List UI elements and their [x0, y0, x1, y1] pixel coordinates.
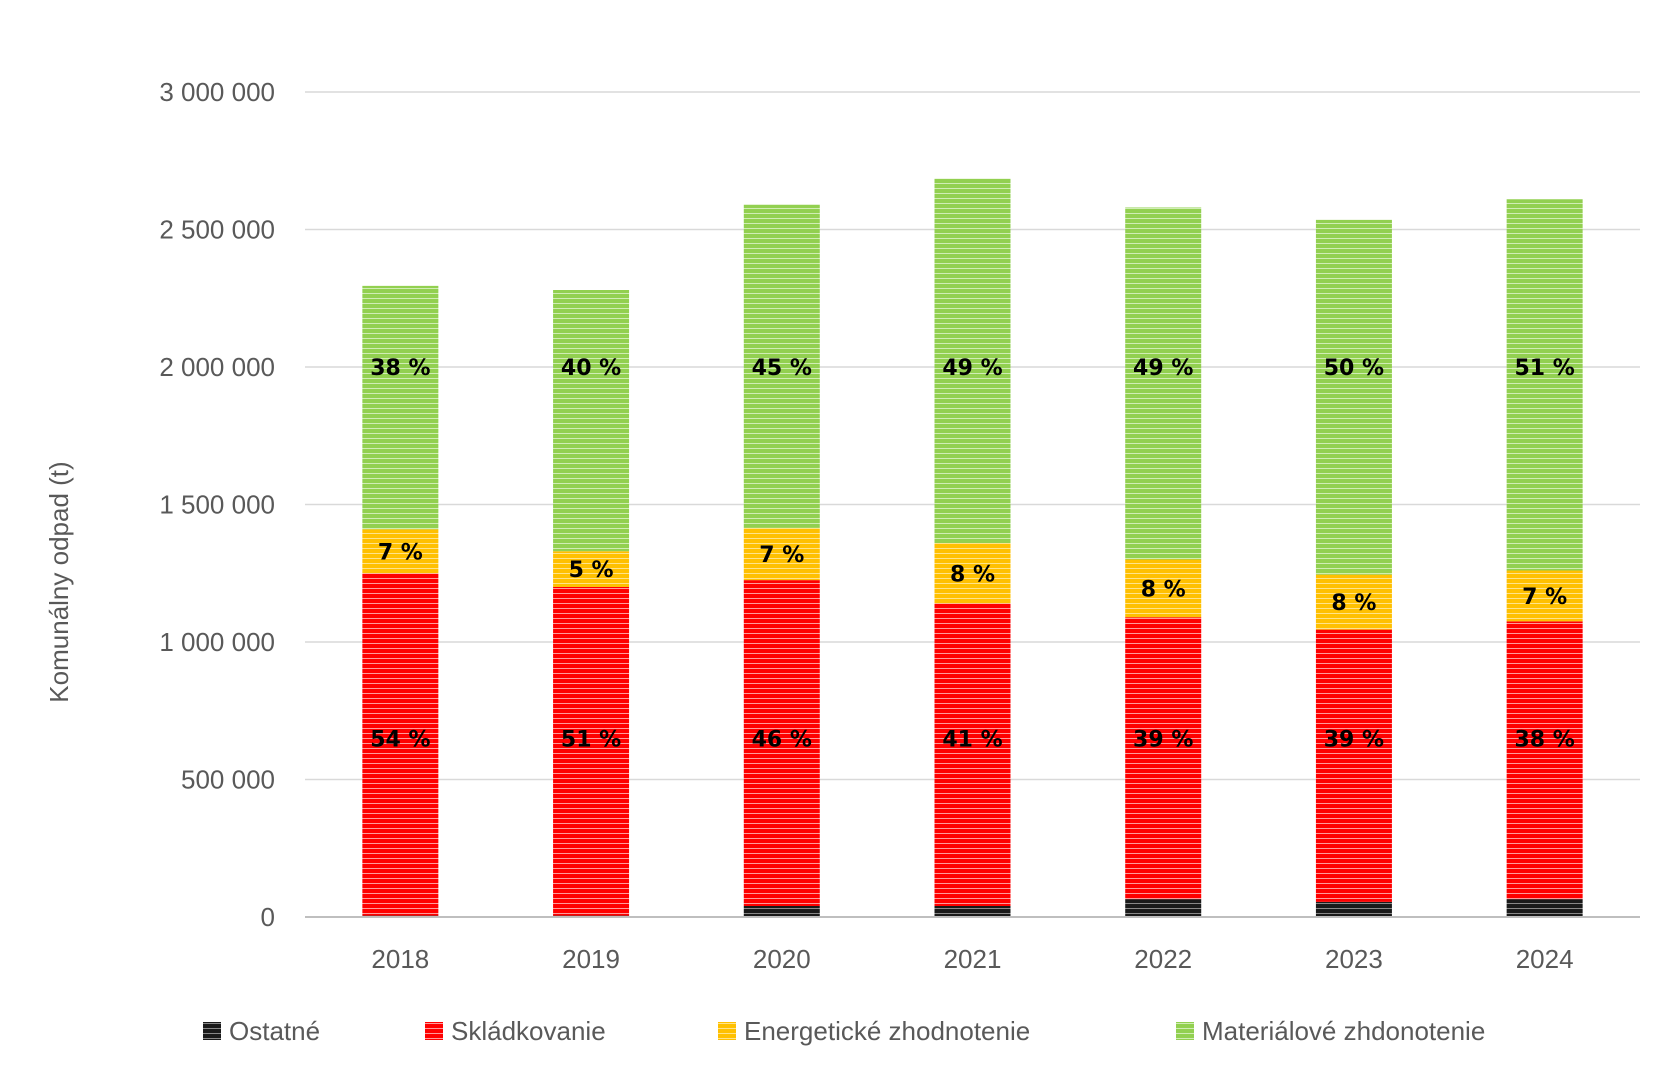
legend-label: Materiálové zhdonotenie	[1202, 1016, 1485, 1046]
data-label: 45 %	[752, 356, 812, 381]
data-label: 38 %	[370, 356, 430, 381]
legend: Ostatné Skládkovanie Energetické zhodnoten…	[203, 1016, 1485, 1046]
x-axis: 2018 2019 2020 2021 2022 2023 2024	[305, 916, 1640, 974]
bar-segment	[743, 204, 820, 528]
bar-segment	[362, 573, 439, 916]
y-tick-label: 2 000 000	[159, 352, 275, 382]
bar-segment	[934, 178, 1011, 543]
bar-segment	[1506, 570, 1583, 622]
bar-segment	[362, 285, 439, 530]
bar-segment	[1315, 574, 1392, 630]
x-tick-label: 2018	[371, 944, 429, 974]
bar-segment	[743, 527, 820, 581]
bar-segment	[1125, 899, 1202, 917]
bar-segment	[1506, 899, 1583, 917]
y-tick-label: 2 500 000	[159, 215, 275, 245]
bar-segment	[553, 290, 630, 552]
data-label: 7 %	[378, 540, 423, 565]
bar-segment	[934, 906, 1011, 917]
x-tick-label: 2022	[1134, 944, 1192, 974]
y-tick-label: 1 000 000	[159, 627, 275, 657]
bar-segment	[1125, 559, 1202, 618]
bar-segment	[1125, 617, 1202, 900]
legend-label: Ostatné	[229, 1016, 320, 1046]
data-label: 40 %	[561, 356, 621, 381]
y-tick-label: 1 500 000	[159, 490, 275, 520]
data-label: 54 %	[370, 727, 430, 752]
data-label: 51 %	[1514, 356, 1574, 381]
bar-segment	[743, 580, 820, 906]
y-tick-label: 0	[261, 902, 275, 932]
legend-swatch	[203, 1022, 221, 1040]
x-tick-label: 2023	[1325, 944, 1383, 974]
bar-segment	[553, 551, 630, 587]
legend-swatch	[718, 1022, 736, 1040]
data-label: 51 %	[561, 727, 621, 752]
y-tick-label: 3 000 000	[159, 77, 275, 107]
data-label: 8 %	[1141, 577, 1186, 602]
legend-swatch	[425, 1022, 443, 1040]
y-tick-label: 500 000	[181, 765, 275, 795]
x-tick-label: 2024	[1516, 944, 1574, 974]
bar-segment	[362, 529, 439, 574]
y-axis-title: Komunálny odpad (t)	[44, 461, 74, 702]
bar-segment	[1506, 199, 1583, 571]
bar-segment	[1506, 621, 1583, 900]
bar-segment	[934, 603, 1011, 906]
data-label: 7 %	[1522, 585, 1567, 610]
legend-label: Skládkovanie	[451, 1016, 606, 1046]
bars	[362, 178, 1583, 917]
data-label: 7 %	[759, 543, 804, 568]
y-axis: 0 500 000 1 000 000 1 500 000 2 000 000 2 500…	[159, 77, 275, 932]
data-label: 46 %	[752, 727, 812, 752]
bar-segment	[1315, 219, 1392, 575]
bar-segment	[743, 906, 820, 917]
data-label: 8 %	[950, 562, 995, 587]
data-label: 5 %	[569, 558, 614, 583]
bar-segment	[1125, 207, 1202, 560]
data-label: 39 %	[1324, 727, 1384, 752]
data-label: 49 %	[942, 356, 1002, 381]
x-tick-label: 2020	[753, 944, 811, 974]
legend-swatch	[1176, 1022, 1194, 1040]
bar-segment	[1315, 629, 1392, 902]
bar-segment	[1315, 901, 1392, 917]
bar-segment	[934, 543, 1011, 604]
data-label: 50 %	[1324, 356, 1384, 381]
legend-label: Energetické zhodnotenie	[744, 1016, 1030, 1046]
bar-segment	[553, 587, 630, 916]
data-label: 41 %	[942, 727, 1002, 752]
x-tick-label: 2019	[562, 944, 620, 974]
data-label: 39 %	[1133, 727, 1193, 752]
data-label: 8 %	[1331, 591, 1376, 616]
data-label: 49 %	[1133, 356, 1193, 381]
data-labels: 54 % 7 % 38 % 51 % 5 % 40 % 46 % 7 % 45 % 41 % 8 %…	[370, 356, 1575, 752]
x-tick-label: 2021	[944, 944, 1002, 974]
data-label: 38 %	[1514, 727, 1574, 752]
